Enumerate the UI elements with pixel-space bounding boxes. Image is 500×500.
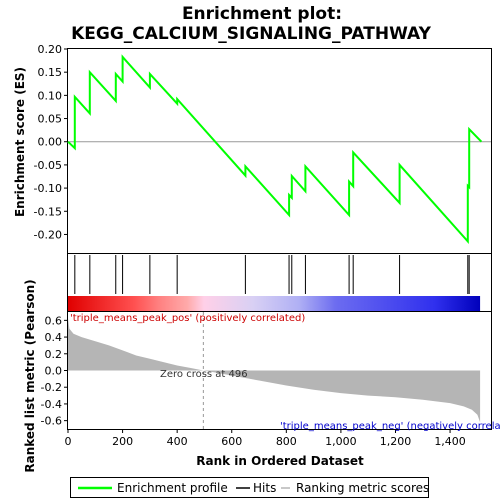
legend-item-metric: Ranking metric scores bbox=[296, 481, 429, 495]
x-axis-ticks: 0 200 400 600 800 1,000 1,200 1,400 bbox=[65, 429, 466, 448]
es-tick-label: -0.10 bbox=[34, 182, 62, 195]
es-tick-label: -0.05 bbox=[34, 159, 62, 172]
x-tick-label: 0 bbox=[65, 435, 72, 448]
ranking-metric-area bbox=[68, 318, 481, 423]
metric-tick-label: 0.6 bbox=[45, 314, 63, 327]
legend: Enrichment profile Hits Ranking metric s… bbox=[70, 477, 429, 498]
es-tick-label: 0.00 bbox=[38, 136, 63, 149]
negative-correlation-label: 'triple_means_peak_neg' (negatively corr… bbox=[280, 421, 500, 432]
es-tick-label: -0.20 bbox=[34, 228, 62, 241]
x-tick-label: 800 bbox=[276, 435, 297, 448]
chart-title-line-2: KEGG_CALCIUM_SIGNALING_PATHWAY bbox=[71, 24, 432, 44]
metric-tick-label: -0.2 bbox=[41, 381, 62, 394]
hits-marks bbox=[74, 255, 470, 294]
es-panel-frame bbox=[67, 48, 492, 254]
x-tick-label: 1,200 bbox=[380, 435, 412, 448]
positive-correlation-label: 'triple_means_peak_pos' (positively corr… bbox=[70, 313, 305, 324]
rank-color-bar bbox=[68, 296, 481, 312]
metric-tick-label: 0.0 bbox=[45, 365, 63, 378]
enrichment-profile-line bbox=[67, 54, 483, 245]
metric-axis-ticks: 0.6 0.4 0.2 0.0 -0.2 -0.4 -0.6 bbox=[41, 314, 68, 428]
es-tick-label: 0.15 bbox=[38, 66, 63, 79]
es-tick-label: -0.15 bbox=[34, 205, 62, 218]
es-tick-label: 0.20 bbox=[38, 43, 63, 56]
legend-item-profile: Enrichment profile bbox=[117, 481, 228, 495]
metric-tick-label: 0.2 bbox=[45, 348, 63, 361]
x-tick-label: 200 bbox=[112, 435, 133, 448]
metric-tick-label: 0.4 bbox=[45, 331, 63, 344]
es-axis-ticks: 0.20 0.15 0.10 0.05 0.00 -0.05 -0.10 -0.15 -0.20 bbox=[34, 43, 68, 241]
es-tick-label: 0.10 bbox=[38, 89, 63, 102]
x-tick-label: 600 bbox=[221, 435, 242, 448]
x-tick-label: 1,000 bbox=[325, 435, 357, 448]
x-tick-label: 400 bbox=[167, 435, 188, 448]
es-axis-label: Enrichment score (ES) bbox=[13, 67, 27, 217]
zero-cross-label: Zero cross at 496 bbox=[160, 369, 248, 380]
legend-item-hits: Hits bbox=[253, 481, 276, 495]
metric-tick-label: -0.4 bbox=[41, 398, 62, 411]
metric-tick-label: -0.6 bbox=[41, 415, 62, 428]
metric-axis-label: Ranked list metric (Pearson) bbox=[23, 279, 37, 472]
chart-title-line-1: Enrichment plot: bbox=[182, 4, 342, 24]
es-tick-label: 0.05 bbox=[38, 113, 63, 126]
x-tick-label: 1,400 bbox=[434, 435, 466, 448]
x-axis-label: Rank in Ordered Dataset bbox=[196, 454, 364, 468]
